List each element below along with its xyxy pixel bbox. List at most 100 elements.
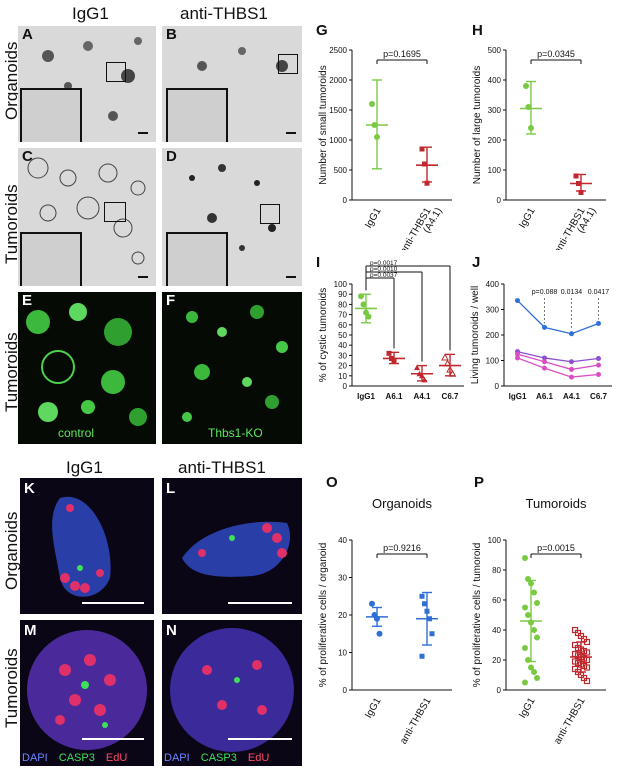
x-tick-label-H: IgG1 (517, 206, 538, 231)
tumoroid-brightfield-igg1 (27, 157, 146, 265)
col-title-anti-thbs1: anti-THBS1 (180, 4, 268, 23)
data-point-J (569, 359, 574, 365)
p-value-P: p=0.0015 (537, 543, 575, 553)
data-point-P (522, 645, 528, 651)
scale-bar-m (82, 738, 144, 740)
zoom-box-a (106, 62, 126, 82)
x-tick-label-J: A6.1 (536, 392, 553, 401)
data-point-P (531, 627, 537, 633)
scale-bar-l (228, 602, 292, 604)
panel-label-p: P (474, 474, 485, 491)
y-tick-label-H: 100 (488, 166, 502, 175)
image-panel-k (20, 478, 154, 614)
image-panel-d (162, 148, 302, 286)
col-title-anti-thbs1-bottom: anti-THBS1 (178, 458, 266, 477)
y-tick-label-O: 20 (338, 611, 347, 620)
legend-edu-m: EdU (105, 752, 128, 764)
chart-h: 0 100 200 300 400 500 Number of large tumoroid… (472, 46, 606, 250)
data-point-O (374, 615, 380, 622)
p-value-I: p=0.0017 (370, 260, 398, 267)
data-point-H (573, 173, 579, 179)
y-tick-label-G: 0 (343, 196, 348, 205)
y-tick-label-I: 0 (343, 382, 348, 391)
p-value-H: p=0.0345 (537, 49, 575, 59)
x-tick-label-G: IgG1 (363, 206, 384, 231)
confocal-tumoroid-igg1 (27, 630, 147, 750)
y-tick-label-I: 60 (338, 321, 347, 330)
col-title-igg1-bottom: IgG1 (66, 458, 103, 477)
chart-g: 0 500 1000 1500 2000 2500 Number of small tumo… (318, 46, 452, 250)
confocal-organoid-igg1 (52, 496, 111, 597)
data-point-O (419, 593, 425, 599)
panel-label-o: O (326, 474, 338, 491)
data-point-O (424, 608, 430, 614)
legend-n: DAPI CASP3 EdU (164, 752, 269, 764)
y-tick-label-G: 1000 (329, 136, 347, 145)
organoid-brightfield-igg1 (42, 37, 142, 121)
chart-o: 0 10 20 30 40 % of proliferative cells / orga… (318, 496, 452, 747)
gfp-tumoroids-control (26, 303, 147, 426)
data-point-P (534, 634, 540, 641)
data-point-P (522, 555, 528, 561)
y-tick-label-P: 40 (492, 626, 501, 635)
p-value-I: p=0.0037 (370, 272, 398, 279)
y-tick-label-I: 100 (334, 280, 348, 289)
x-tick-label-O: anti-THBS1 (398, 696, 434, 747)
panel-label-n: N (166, 622, 177, 639)
y-tick-label-P: 20 (492, 656, 501, 665)
row-title-organoids-bottom: Organoids (2, 511, 21, 590)
y-tick-label-P: 0 (497, 686, 502, 695)
col-title-igg1: IgG1 (72, 4, 109, 23)
data-point-I (443, 359, 452, 367)
data-point-I (419, 372, 425, 379)
chart-title-O: Organoids (372, 496, 432, 511)
data-point-J (596, 372, 601, 378)
legend-dapi-n: DAPI (164, 752, 190, 764)
y-tick-label-I: 10 (338, 372, 347, 381)
panel-label-c: C (22, 148, 33, 165)
y-tick-label-I: 20 (338, 362, 347, 371)
p-value-I: p=0.0010 (370, 266, 398, 273)
x-tick-label-I: A6.1 (386, 392, 403, 401)
y-tick-label-O: 10 (338, 649, 347, 658)
image-panel-n (162, 620, 302, 766)
series-line-J (517, 300, 599, 335)
y-tick-label-O: 0 (343, 686, 348, 695)
y-tick-label-H: 200 (488, 136, 502, 145)
gfp-tumoroids-thbs1-ko (182, 305, 288, 422)
p-value-J: p=0.088 (532, 289, 558, 296)
data-point-J (515, 355, 520, 361)
x-tick-label-P: IgG1 (517, 696, 538, 721)
data-point-P (531, 589, 537, 596)
y-axis-label-J: Living tumoroids / well (470, 286, 481, 384)
y-tick-label-H: 300 (488, 106, 502, 115)
legend-m: DAPI CASP3 EdU (22, 752, 127, 764)
data-point-G (424, 180, 430, 186)
inset-b (166, 88, 228, 142)
data-point-J (596, 362, 601, 368)
y-axis-label-I: % of cystic tumoroids (318, 288, 329, 382)
x-tick-label-I: IgG1 (357, 392, 375, 401)
inset-d (166, 232, 228, 286)
data-point-G (419, 146, 425, 152)
confocal-organoid-anti-thbs1 (182, 521, 291, 577)
inset-c (20, 232, 82, 286)
data-point-P (534, 675, 540, 681)
caption-control: control (58, 426, 95, 440)
p-value-G: p=0.1695 (383, 49, 421, 59)
x-tick-label-O: IgG1 (363, 696, 384, 721)
scale-bar-a (138, 132, 148, 134)
panel-label-i: I (316, 254, 321, 271)
data-point-P (583, 649, 591, 656)
x-tick-label-J: A4.1 (563, 392, 580, 401)
image-panel-a (18, 26, 156, 142)
confocal-tumoroid-anti-thbs1 (170, 628, 294, 752)
data-point-G (369, 101, 375, 107)
panel-label-d: D (166, 148, 177, 165)
data-point-P (531, 669, 537, 675)
image-panel-m (20, 620, 154, 766)
data-point-P (534, 600, 540, 606)
data-point-H (528, 125, 534, 131)
data-point-I (360, 301, 367, 308)
